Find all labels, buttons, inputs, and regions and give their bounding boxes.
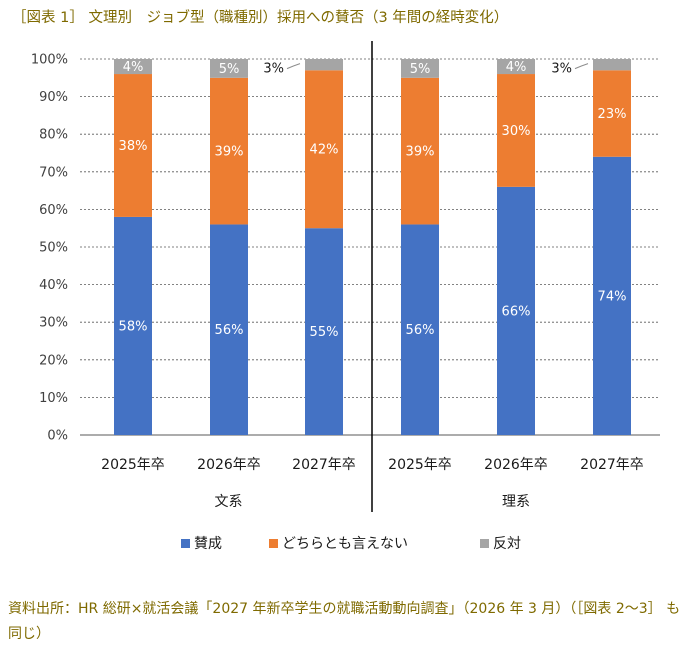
- x-tick-label: 2025年卒: [101, 457, 165, 473]
- bar-segment: [210, 224, 248, 435]
- x-tick-label: 2026年卒: [484, 457, 548, 473]
- group-label: 理系: [502, 494, 530, 510]
- data-label: 30%: [502, 124, 531, 139]
- bar-segment: [210, 59, 248, 78]
- bar-segment: [114, 216, 152, 435]
- y-tick-label: 90%: [39, 90, 68, 105]
- bar-segment: [114, 59, 152, 75]
- data-label: 39%: [215, 145, 244, 160]
- data-label: 5%: [219, 62, 240, 77]
- y-axis: 0% 10% 20% 30% 40% 50% 60% 70% 80% 90% 100%: [31, 53, 68, 444]
- bar-segment: [593, 70, 631, 157]
- y-tick-label: 60%: [39, 203, 68, 218]
- data-label: 74%: [598, 289, 627, 304]
- x-tick-label: 2026年卒: [197, 457, 261, 473]
- y-tick-label: 20%: [39, 353, 68, 368]
- bar-segment: [114, 74, 152, 217]
- bar-segment: [593, 59, 631, 71]
- bar-segment: [497, 74, 535, 187]
- y-tick-label: 40%: [39, 278, 68, 293]
- stacked-bar-chart: 0% 10% 20% 30% 40% 50% 60% 70% 80% 90% 100% 58% 38%…: [31, 41, 660, 552]
- data-label: 5%: [410, 62, 431, 77]
- y-tick-label: 10%: [39, 391, 68, 406]
- bar-segment: [401, 77, 439, 225]
- y-tick-label: 50%: [39, 241, 68, 256]
- x-tick-label: 2027年卒: [292, 457, 356, 473]
- chart-title: ［図表 1］ 文理別 ジョブ型（職種別）採用への賛否（3 年間の経時変化）: [12, 10, 509, 26]
- x-tick-label: 2027年卒: [580, 457, 644, 473]
- data-label: 42%: [310, 143, 339, 158]
- data-label: 23%: [598, 107, 627, 122]
- data-label: 3%: [263, 62, 284, 77]
- bar-segment: [497, 59, 535, 75]
- bars: [114, 59, 631, 435]
- bar-segment: [401, 59, 439, 78]
- bar-segment: [593, 156, 631, 435]
- data-label: 56%: [215, 323, 244, 338]
- y-tick-label: 30%: [39, 316, 68, 331]
- legend-swatch: [181, 539, 190, 548]
- data-label: 3%: [551, 62, 572, 77]
- legend: 賛成 どちらとも言えない 反対: [181, 536, 521, 552]
- x-tick-label: 2025年卒: [388, 457, 452, 473]
- data-label: 4%: [506, 60, 527, 75]
- bar-segment: [210, 77, 248, 225]
- source-note: 資料出所：HR 総研×就活会議「2027 年新卒学生の就職活動動向調査」（202…: [8, 601, 681, 642]
- data-label: 55%: [310, 325, 339, 340]
- data-label: 38%: [119, 139, 148, 154]
- label-leader-line: [286, 63, 301, 70]
- bar-segment: [305, 228, 343, 435]
- y-tick-label: 70%: [39, 165, 68, 180]
- bar-segment: [401, 224, 439, 435]
- data-label: 58%: [119, 319, 148, 334]
- bar-segment: [497, 186, 535, 435]
- y-tick-label: 100%: [31, 53, 68, 68]
- data-label: 56%: [406, 323, 435, 338]
- bar-segment: [305, 59, 343, 71]
- group-label: 文系: [215, 494, 243, 510]
- legend-label: 反対: [493, 536, 521, 552]
- label-leader-line: [574, 63, 589, 70]
- legend-label: どちらとも言えない: [282, 536, 408, 552]
- y-tick-label: 0%: [47, 429, 68, 444]
- data-labels: 58% 38% 4% 56% 39% 5% 55% 42% 3% 56% 39% 5% 66% 30% 4%…: [119, 60, 627, 340]
- data-label: 4%: [123, 60, 144, 75]
- data-label: 39%: [406, 145, 435, 160]
- legend-swatch: [480, 539, 489, 548]
- data-label: 66%: [502, 304, 531, 319]
- bar-segment: [305, 70, 343, 229]
- legend-label: 賛成: [194, 536, 222, 552]
- y-tick-label: 80%: [39, 128, 68, 143]
- legend-swatch: [269, 539, 278, 548]
- gridlines: [80, 58, 660, 436]
